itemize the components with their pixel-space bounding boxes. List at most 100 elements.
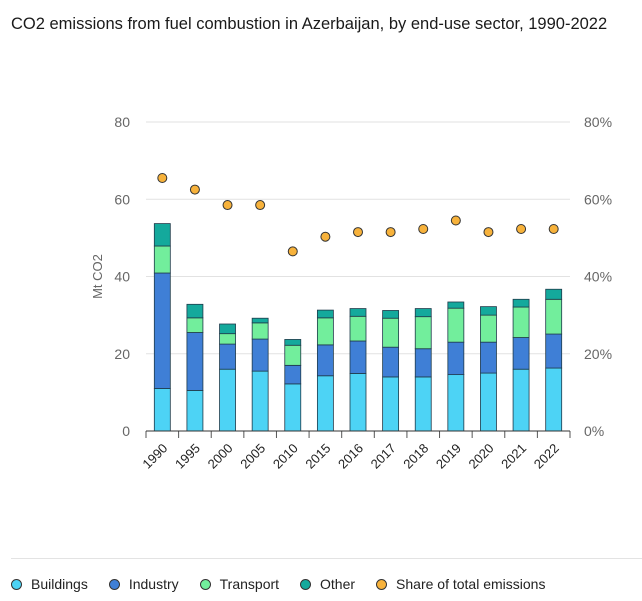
bar-segment-industry (186, 332, 204, 391)
legend-label: Transport (219, 576, 280, 592)
bar-segment-buildings (414, 376, 432, 432)
x-tick-label: 2016 (335, 441, 366, 472)
bar-segment-other (153, 223, 171, 247)
legend-item[interactable]: Other (300, 576, 355, 592)
bar-segment-industry (480, 341, 497, 374)
x-tick-label: 2010 (270, 441, 301, 472)
bar-segment-other (349, 308, 367, 317)
y2-tick-label: 40% (584, 269, 612, 285)
y-axis-label: Mt CO2 (90, 254, 105, 299)
bar-segment-transport (153, 245, 171, 274)
legend-swatch-icon (11, 578, 22, 590)
share-point (385, 227, 396, 238)
bar-segment-other (545, 288, 563, 300)
bar-segment-industry (447, 341, 465, 376)
bar-segment-other (512, 298, 530, 308)
bar-segment-transport (447, 307, 465, 343)
bar-segment-buildings (316, 375, 334, 432)
legend-swatch-icon (108, 578, 120, 590)
share-point (255, 200, 266, 211)
bar-segment-transport (219, 333, 236, 345)
legend-item[interactable]: Transport (199, 576, 280, 592)
x-tick-label: 2018 (400, 441, 431, 472)
bar-segment-other (447, 301, 465, 309)
legend-item[interactable]: Industry (108, 576, 179, 592)
y2-tick-label: 20% (584, 346, 612, 362)
y-tick-label: 0 (122, 423, 130, 439)
bar-segment-transport (512, 306, 530, 338)
legend-item[interactable]: Share of total emissions (376, 576, 545, 592)
bar-segment-industry (349, 340, 367, 374)
bar-segment-transport (349, 315, 367, 342)
bar-segment-industry (284, 364, 302, 385)
legend-label: Other (320, 576, 356, 592)
share-point (418, 223, 429, 234)
bar-segment-transport (251, 322, 269, 340)
share-point (516, 223, 527, 234)
share-point (222, 200, 233, 211)
bar-segment-industry (545, 333, 563, 369)
x-tick-label: 2005 (237, 441, 268, 472)
legend: Buildings Industry Transport Other Share of … (11, 576, 566, 592)
bar-segment-other (414, 308, 432, 318)
bar-segment-transport (480, 314, 497, 343)
legend-divider (11, 558, 642, 559)
bar-segment-buildings (284, 383, 302, 432)
bar-segment-transport (186, 317, 204, 333)
bar-segment-other (186, 303, 204, 319)
legend-label: Buildings (31, 576, 88, 592)
bar-segment-buildings (447, 374, 465, 432)
bar-segment-buildings (480, 372, 497, 432)
bar-segment-buildings (545, 367, 563, 432)
legend-swatch-icon (300, 578, 312, 590)
chart-title: CO2 emissions from fuel combustion in Az… (11, 15, 608, 33)
bar-segment-transport (316, 317, 334, 346)
legend-label: Share of total emissions (396, 576, 546, 592)
bar-segment-transport (284, 344, 302, 366)
x-tick-label: 2000 (205, 441, 236, 472)
bar-segment-industry (414, 348, 432, 378)
x-tick-label: 2022 (531, 441, 562, 472)
y-tick-label: 20 (114, 346, 130, 362)
x-tick-label: 2019 (433, 441, 464, 472)
bar-segment-buildings (186, 390, 204, 432)
bar-segment-buildings (153, 388, 171, 432)
x-tick-label: 2017 (368, 441, 399, 472)
share-point (287, 246, 298, 257)
share-point (189, 184, 200, 195)
share-point (353, 227, 363, 238)
y2-tick-label: 60% (584, 191, 612, 207)
share-point (320, 231, 331, 242)
bar-segment-other (219, 323, 236, 335)
y-tick-label: 40 (114, 269, 130, 285)
bar-segment-transport (414, 316, 432, 350)
bar-segment-buildings (512, 368, 530, 432)
bar-segment-industry (219, 343, 236, 370)
bar-segment-transport (382, 317, 400, 348)
bar-segment-buildings (251, 370, 269, 432)
bar-segment-other (382, 310, 400, 319)
x-tick-label: 2021 (498, 441, 529, 472)
legend-item[interactable]: Buildings (11, 576, 88, 592)
share-point (157, 173, 168, 184)
bar-segment-industry (251, 338, 269, 372)
bar-segment-transport (545, 298, 563, 335)
x-tick-label: 2020 (466, 441, 497, 472)
bar-segment-industry (316, 344, 334, 377)
bar-segment-other (316, 309, 334, 319)
bar-segment-other (284, 339, 302, 346)
x-tick-label: 2015 (302, 441, 333, 472)
bar-segment-buildings (219, 368, 236, 432)
x-tick-label: 1990 (139, 441, 170, 472)
bar-segment-other (480, 306, 497, 316)
bar-segment-industry (153, 272, 171, 389)
bar-segment-other (251, 317, 269, 324)
y2-tick-label: 80% (584, 114, 612, 130)
bar-segment-industry (512, 337, 530, 370)
y-tick-label: 80 (114, 114, 130, 130)
bar-segment-buildings (349, 373, 367, 432)
y-tick-label: 60 (114, 191, 130, 207)
bar-segment-buildings (382, 376, 400, 432)
legend-swatch-icon (199, 578, 211, 590)
